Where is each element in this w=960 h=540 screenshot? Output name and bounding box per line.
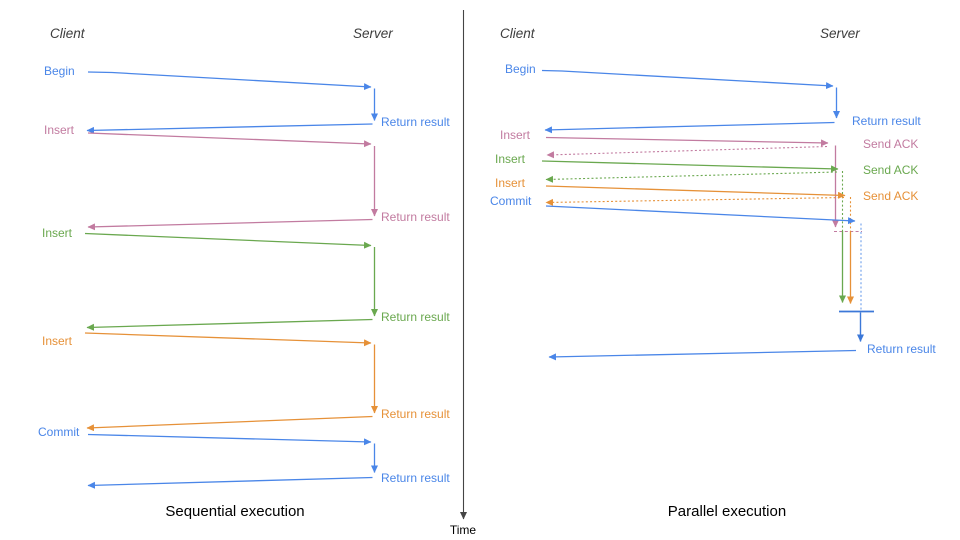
left-commit-label: Commit xyxy=(38,425,80,439)
seq-commit-arrows xyxy=(87,433,378,489)
right-ack3-label: Send ACK xyxy=(863,189,919,203)
right-ack1-label: Send ACK xyxy=(863,137,919,151)
left-insert3-label: Insert xyxy=(42,334,73,348)
right-insert1-label: Insert xyxy=(500,128,531,142)
left-return5-label: Return result xyxy=(381,471,450,485)
right-client-header: Client xyxy=(500,26,535,41)
left-return3-label: Return result xyxy=(381,310,450,324)
right-begin-label: Begin xyxy=(505,62,536,76)
right-ack2-label: Send ACK xyxy=(863,163,919,177)
right-return-top-label: Return result xyxy=(852,114,921,128)
par-insert1-arrows xyxy=(545,136,862,233)
par-commit-arrows xyxy=(545,205,874,361)
par-begin-arrows xyxy=(541,69,840,134)
right-return-bottom-label: Return result xyxy=(867,342,936,356)
left-return1-label: Return result xyxy=(381,115,450,129)
left-caption: Sequential execution xyxy=(165,503,305,520)
left-begin-label: Begin xyxy=(44,64,75,78)
left-client-header: Client xyxy=(50,26,85,41)
time-axis-label: Time xyxy=(449,523,477,537)
left-insert2-label: Insert xyxy=(42,226,73,240)
seq-insert1-arrows xyxy=(87,132,378,231)
left-server-header: Server xyxy=(353,26,393,41)
left-insert1-label: Insert xyxy=(44,123,75,137)
right-commit-label: Commit xyxy=(490,194,532,208)
right-insert3-label: Insert xyxy=(495,176,526,190)
right-server-header: Server xyxy=(820,26,860,41)
left-return2-label: Return result xyxy=(381,210,450,224)
right-caption: Parallel execution xyxy=(667,503,787,520)
seq-insert2-arrows xyxy=(84,232,378,331)
left-return4-label: Return result xyxy=(381,407,450,421)
seq-begin-arrows xyxy=(86,71,378,134)
right-insert2-label: Insert xyxy=(495,152,526,166)
par-insert2-arrows xyxy=(541,160,846,303)
par-insert3-arrows xyxy=(545,185,854,304)
seq-insert3-arrows xyxy=(84,332,378,432)
